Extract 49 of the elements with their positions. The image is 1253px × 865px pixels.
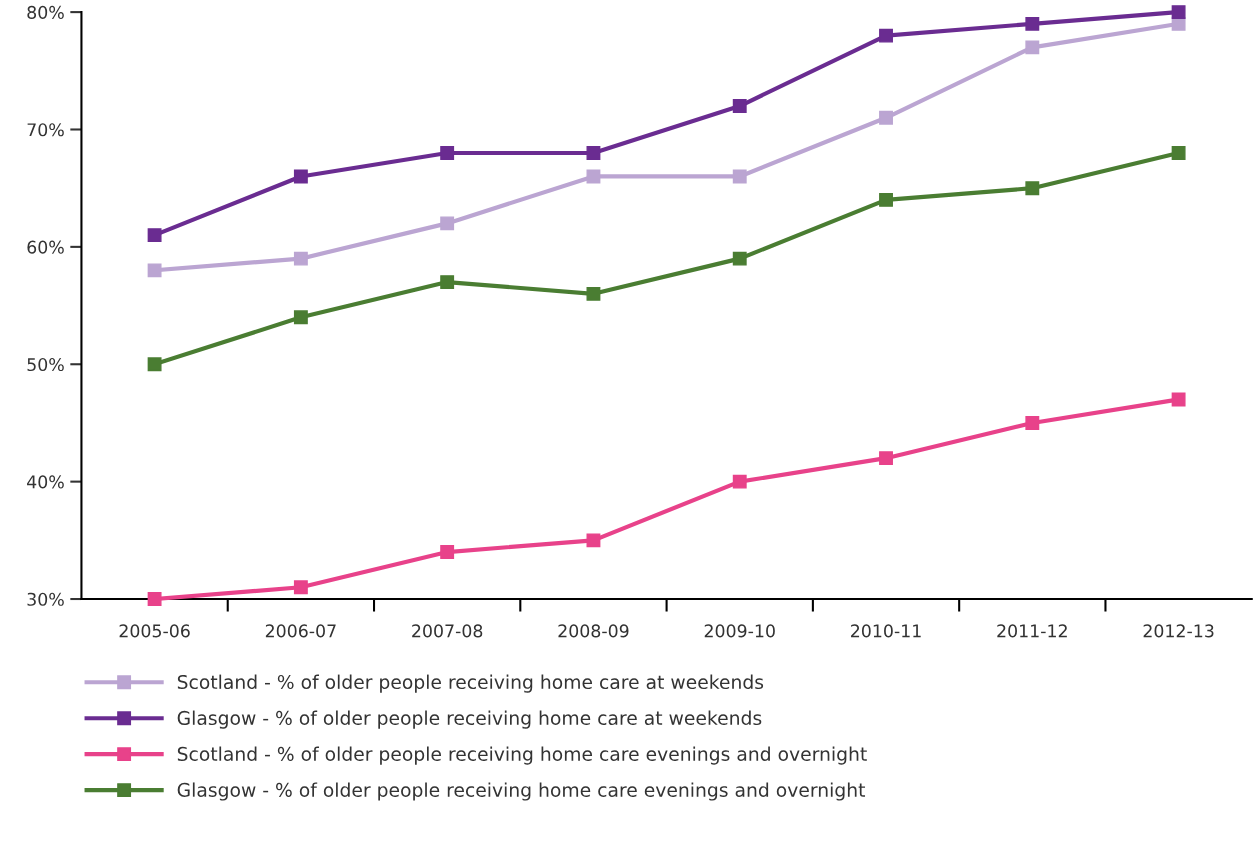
legend-label: Scotland - % of older people receiving home care at weekends — [177, 674, 764, 693]
point — [147, 592, 162, 606]
point — [586, 146, 601, 160]
point — [147, 263, 162, 278]
x-tick-label: 2011-12 — [997, 624, 1067, 638]
point — [879, 28, 893, 43]
point — [879, 192, 893, 207]
point — [732, 99, 747, 113]
point — [586, 169, 601, 184]
x-tick-label: 2010-11 — [851, 624, 921, 638]
point — [1025, 415, 1040, 430]
point — [1025, 181, 1040, 196]
x-tick-label: 2008-09 — [558, 624, 629, 638]
point — [293, 251, 308, 266]
point — [732, 251, 747, 266]
point — [147, 228, 162, 243]
y-tick-label: 30% — [27, 592, 64, 606]
y-tick-label: 60% — [27, 240, 64, 254]
x-tick-label: 2006-07 — [265, 624, 336, 638]
point — [147, 357, 162, 372]
point — [1171, 392, 1186, 407]
point — [1171, 5, 1186, 20]
point — [586, 286, 601, 301]
legend-label: Glasgow - % of older people receiving home care evenings and overnight — [177, 782, 866, 801]
point — [293, 580, 308, 595]
point — [293, 169, 308, 184]
point — [1171, 146, 1186, 160]
y-tick-label: 40% — [27, 475, 64, 489]
point — [440, 146, 455, 160]
point — [732, 474, 747, 489]
point — [879, 451, 893, 466]
x-tick-label: 2009-10 — [704, 624, 775, 638]
point — [879, 110, 893, 125]
legend-label: Scotland - % of older people receiving home care evenings and overnight — [177, 746, 867, 765]
y-tick-label: 70% — [27, 123, 64, 137]
y-tick-label: 80% — [27, 5, 64, 19]
point — [293, 310, 308, 325]
point — [440, 545, 455, 560]
point — [586, 533, 601, 548]
point — [732, 169, 747, 184]
y-tick-label: 50% — [27, 357, 64, 372]
point — [440, 275, 455, 290]
x-tick-label: 2012-13 — [1143, 624, 1214, 638]
x-tick-label: 2007-08 — [412, 624, 483, 638]
x-tick-label: 2005-06 — [119, 624, 190, 638]
legend-label: Glasgow - % of older people receiving home care at weekends — [177, 710, 762, 729]
point — [1025, 16, 1040, 31]
point — [1025, 40, 1040, 55]
point — [440, 216, 455, 231]
